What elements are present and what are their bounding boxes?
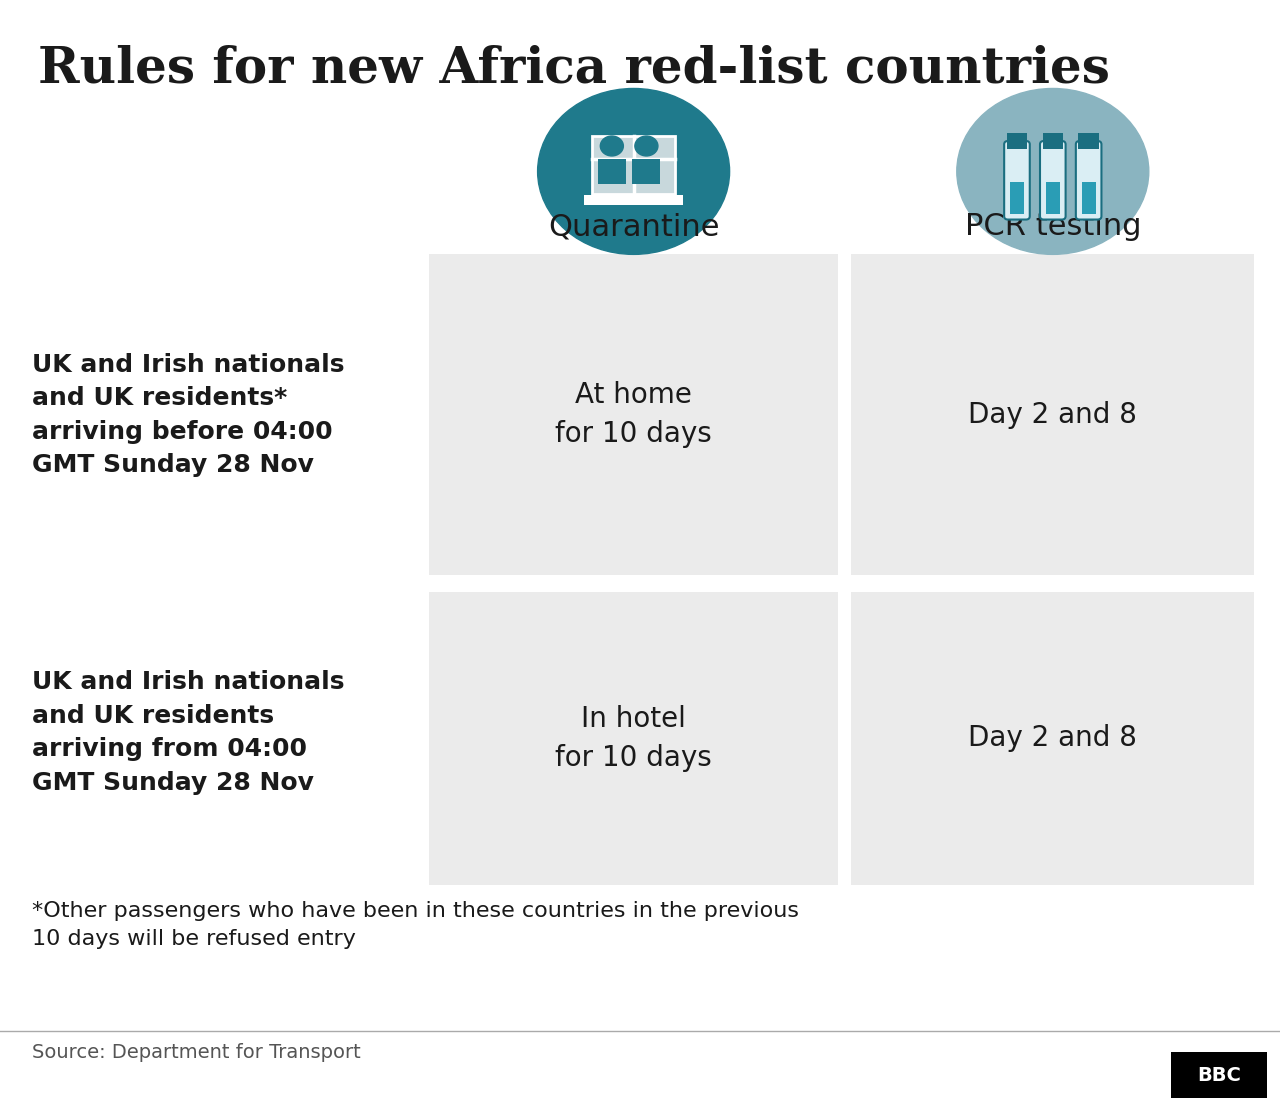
Text: Quarantine: Quarantine <box>548 212 719 241</box>
Text: In hotel
for 10 days: In hotel for 10 days <box>556 705 712 772</box>
FancyBboxPatch shape <box>585 195 684 205</box>
Circle shape <box>957 88 1149 254</box>
FancyBboxPatch shape <box>1076 142 1101 220</box>
Text: Source: Department for Transport: Source: Department for Transport <box>32 1043 361 1063</box>
FancyBboxPatch shape <box>429 254 838 575</box>
FancyBboxPatch shape <box>1171 1052 1267 1098</box>
FancyBboxPatch shape <box>1079 134 1100 149</box>
FancyBboxPatch shape <box>851 254 1254 575</box>
FancyBboxPatch shape <box>1039 142 1065 220</box>
Circle shape <box>635 136 658 156</box>
FancyBboxPatch shape <box>598 159 626 184</box>
Text: *Other passengers who have been in these countries in the previous
10 days will : *Other passengers who have been in these… <box>32 901 799 949</box>
FancyBboxPatch shape <box>1004 142 1029 220</box>
Circle shape <box>538 88 730 254</box>
FancyBboxPatch shape <box>1046 181 1060 215</box>
FancyBboxPatch shape <box>851 592 1254 885</box>
FancyBboxPatch shape <box>632 159 660 184</box>
Text: PCR testing: PCR testing <box>965 212 1140 241</box>
Text: UK and Irish nationals
and UK residents*
arriving before 04:00
GMT Sunday 28 Nov: UK and Irish nationals and UK residents*… <box>32 353 344 477</box>
Text: Rules for new Africa red-list countries: Rules for new Africa red-list countries <box>38 44 1110 93</box>
FancyBboxPatch shape <box>1007 134 1028 149</box>
FancyBboxPatch shape <box>1042 134 1062 149</box>
FancyBboxPatch shape <box>1082 181 1096 215</box>
Text: At home
for 10 days: At home for 10 days <box>556 382 712 448</box>
Text: Day 2 and 8: Day 2 and 8 <box>969 400 1137 429</box>
FancyBboxPatch shape <box>591 136 676 194</box>
FancyBboxPatch shape <box>1010 181 1024 215</box>
Text: Day 2 and 8: Day 2 and 8 <box>969 724 1137 752</box>
Text: BBC: BBC <box>1197 1065 1242 1085</box>
FancyBboxPatch shape <box>429 592 838 885</box>
Circle shape <box>600 136 623 156</box>
Text: UK and Irish nationals
and UK residents
arriving from 04:00
GMT Sunday 28 Nov: UK and Irish nationals and UK residents … <box>32 670 344 795</box>
